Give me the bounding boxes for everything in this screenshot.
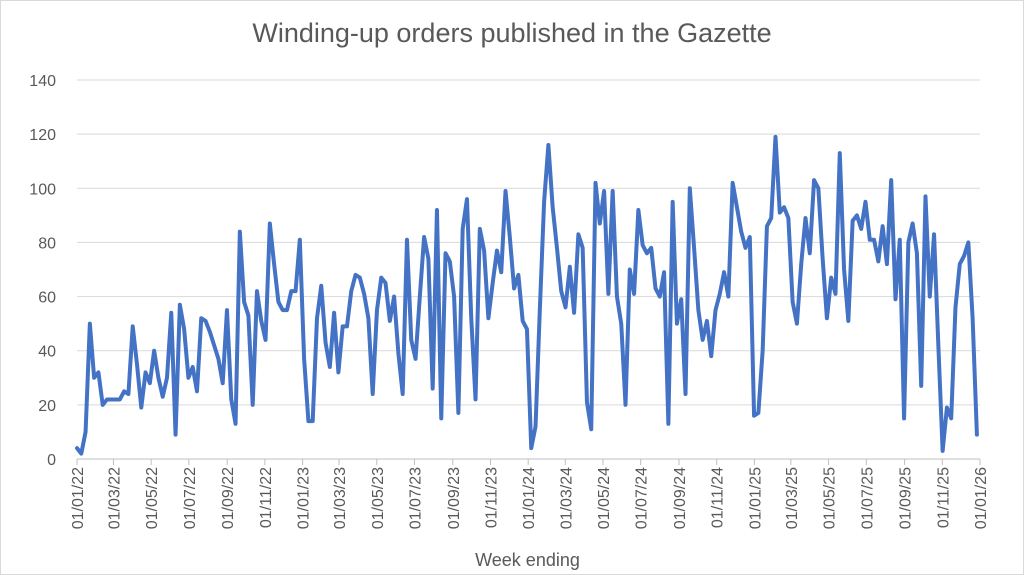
x-tick-label: 01/09/22 <box>220 467 237 529</box>
x-tick-label: 01/07/22 <box>182 467 199 529</box>
x-tick-label: 01/05/23 <box>370 467 387 529</box>
y-tick-label: 0 <box>47 452 56 469</box>
x-tick-label: 01/01/26 <box>973 467 990 529</box>
x-tick-label: 01/05/24 <box>596 467 613 529</box>
x-tick-label: 01/09/24 <box>672 467 689 529</box>
x-tick-label: 01/01/24 <box>521 467 538 529</box>
x-tick-label: 01/03/25 <box>784 467 801 529</box>
x-tick-label: 01/07/23 <box>407 467 424 529</box>
y-axis-ticks: 0 20 40 60 80 100 120 140 <box>29 73 56 469</box>
x-tick-label: 01/07/24 <box>634 467 651 529</box>
x-tick-label: 01/03/24 <box>558 467 575 529</box>
x-tick-label: 01/01/25 <box>747 467 764 529</box>
x-tick-label: 01/11/23 <box>483 467 500 528</box>
x-tick-label: 01/07/25 <box>859 467 876 529</box>
x-tick-label: 01/11/25 <box>935 467 952 528</box>
x-tick-label: 01/01/22 <box>70 467 87 529</box>
x-axis-label: Week ending <box>475 550 580 570</box>
y-tick-label: 80 <box>38 235 56 252</box>
x-tick-label: 01/09/25 <box>898 467 915 529</box>
x-tick-label: 01/09/23 <box>446 467 463 529</box>
y-tick-label: 120 <box>29 127 56 144</box>
x-axis-ticks: 01/01/22 01/03/22 01/05/22 01/07/22 01/09/22… <box>70 459 990 529</box>
x-tick-label: 01/03/22 <box>106 467 123 529</box>
y-tick-label: 20 <box>38 398 56 415</box>
y-tick-label: 60 <box>38 290 56 307</box>
x-tick-label: 01/11/22 <box>258 467 275 528</box>
x-tick-label: 01/11/24 <box>710 467 727 528</box>
series-line-0 <box>75 134 979 456</box>
y-tick-label: 100 <box>29 181 56 198</box>
x-tick-label: 01/05/22 <box>144 467 161 529</box>
y-tick-label: 40 <box>38 344 56 361</box>
series-group <box>75 134 979 456</box>
x-tick-label: 01/01/23 <box>296 467 313 529</box>
x-tick-label: 01/05/25 <box>822 467 839 529</box>
x-tick-label: 01/03/23 <box>332 467 349 529</box>
chart-title: Winding-up orders published in the Gazet… <box>252 18 772 48</box>
y-tick-label: 140 <box>29 73 56 90</box>
